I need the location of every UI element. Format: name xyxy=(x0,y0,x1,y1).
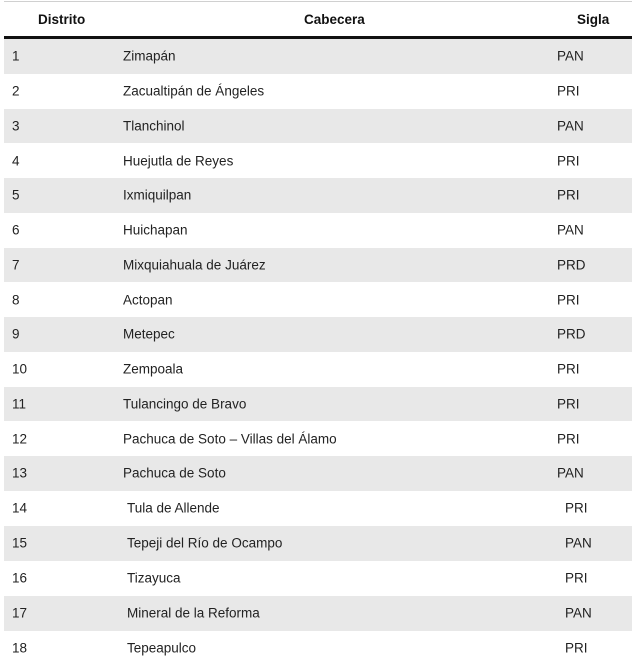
table-row: 10 Zempoala PRI xyxy=(4,352,632,387)
cell-sigla: PAN xyxy=(557,465,584,481)
table-header: Distrito Cabecera Sigla xyxy=(4,2,632,36)
cell-sigla: PRI xyxy=(565,570,588,586)
cell-cabecera: Tizayuca xyxy=(127,570,181,586)
cell-distrito: 2 xyxy=(12,83,20,99)
table-row: 16 Tizayuca PRI xyxy=(4,561,632,596)
cell-cabecera: Tulancingo de Bravo xyxy=(123,396,247,412)
table-row: 17 Mineral de la Reforma PAN xyxy=(4,595,632,631)
table-row: 7 Mixquiahuala de Juárez PRD xyxy=(4,247,632,283)
table-row: 6 Huichapan PAN xyxy=(4,213,632,248)
table-top-border xyxy=(4,1,632,2)
table-row: 14 Tula de Allende PRI xyxy=(4,491,632,526)
table-row: 2 Zacualtipán de Ángeles PRI xyxy=(4,74,632,109)
cell-sigla: PRI xyxy=(557,292,580,308)
cell-sigla: PRI xyxy=(557,431,580,447)
cell-distrito: 1 xyxy=(12,48,20,64)
table-row: 18 Tepeapulco PRI xyxy=(4,631,632,666)
cell-distrito: 11 xyxy=(12,396,27,412)
cell-cabecera: Actopan xyxy=(123,292,173,308)
cell-cabecera: Pachuca de Soto xyxy=(123,465,226,481)
cell-distrito: 14 xyxy=(12,500,28,516)
cell-cabecera: Zacualtipán de Ángeles xyxy=(123,83,265,99)
cell-cabecera: Huejutla de Reyes xyxy=(123,153,234,169)
cell-cabecera: Mineral de la Reforma xyxy=(127,605,260,621)
cell-distrito: 4 xyxy=(12,153,20,169)
cell-distrito: 10 xyxy=(12,361,28,377)
table-row: 13 Pachuca de Soto PAN xyxy=(4,456,632,491)
cell-cabecera: Tepeapulco xyxy=(127,640,197,656)
header-divider xyxy=(4,36,632,39)
cell-sigla: PRI xyxy=(565,500,588,516)
cell-sigla: PAN xyxy=(565,535,592,551)
table-row: 9 Metepec PRD xyxy=(4,317,632,352)
header-distrito: Distrito xyxy=(38,12,86,27)
table-row: 4 Huejutla de Reyes PRI xyxy=(4,143,632,178)
table-row: 12 Pachuca de Soto – Villas del Álamo PRI xyxy=(4,421,632,456)
cell-cabecera: Metepec xyxy=(123,326,175,342)
table-body: 1 Zimapán PAN 2 Zacualtipán de Ángeles PRI 3 Tl… xyxy=(4,39,632,666)
cell-distrito: 5 xyxy=(12,187,20,203)
table-row: 15 Tepeji del Río de Ocampo PAN xyxy=(4,525,632,561)
cell-cabecera: Tula de Allende xyxy=(127,500,220,516)
cell-distrito: 17 xyxy=(12,605,28,621)
cell-cabecera: Pachuca de Soto – Villas del Álamo xyxy=(123,431,337,447)
cell-sigla: PRD xyxy=(557,257,586,273)
table-row: 11 Tulancingo de Bravo PRI xyxy=(4,386,632,422)
cell-sigla: PAN xyxy=(565,605,592,621)
cell-distrito: 3 xyxy=(12,118,20,134)
table-row: 3 Tlanchinol PAN xyxy=(4,108,632,144)
cell-distrito: 6 xyxy=(12,222,20,238)
table-row: 8 Actopan PRI xyxy=(4,282,632,317)
cell-distrito: 12 xyxy=(12,431,28,447)
cell-distrito: 9 xyxy=(12,326,20,342)
cell-cabecera: Ixmiquilpan xyxy=(123,187,192,203)
cell-sigla: PAN xyxy=(557,48,584,64)
table-row: 1 Zimapán PAN xyxy=(4,39,632,74)
table-row: 5 Ixmiquilpan PRI xyxy=(4,178,632,213)
cell-distrito: 18 xyxy=(12,640,28,656)
cell-sigla: PRI xyxy=(557,83,580,99)
cell-sigla: PRI xyxy=(557,153,580,169)
cell-distrito: 13 xyxy=(12,465,28,481)
header-cabecera: Cabecera xyxy=(304,12,365,27)
cell-cabecera: Zempoala xyxy=(123,361,184,377)
cell-cabecera: Tepeji del Río de Ocampo xyxy=(127,535,283,551)
cell-sigla: PRI xyxy=(557,187,580,203)
cell-sigla: PAN xyxy=(557,118,584,134)
cell-sigla: PRI xyxy=(557,396,580,412)
cell-sigla: PRI xyxy=(565,640,588,656)
cell-sigla: PRD xyxy=(557,326,586,342)
cell-cabecera: Mixquiahuala de Juárez xyxy=(123,257,266,273)
cell-distrito: 15 xyxy=(12,535,28,551)
cell-cabecera: Tlanchinol xyxy=(123,118,185,134)
cell-distrito: 16 xyxy=(12,570,28,586)
cell-distrito: 8 xyxy=(12,292,20,308)
cell-sigla: PRI xyxy=(557,361,580,377)
header-sigla: Sigla xyxy=(577,12,610,27)
cell-distrito: 7 xyxy=(12,257,20,273)
cell-sigla: PAN xyxy=(557,222,584,238)
cell-cabecera: Zimapán xyxy=(123,48,176,64)
cell-cabecera: Huichapan xyxy=(123,222,188,238)
